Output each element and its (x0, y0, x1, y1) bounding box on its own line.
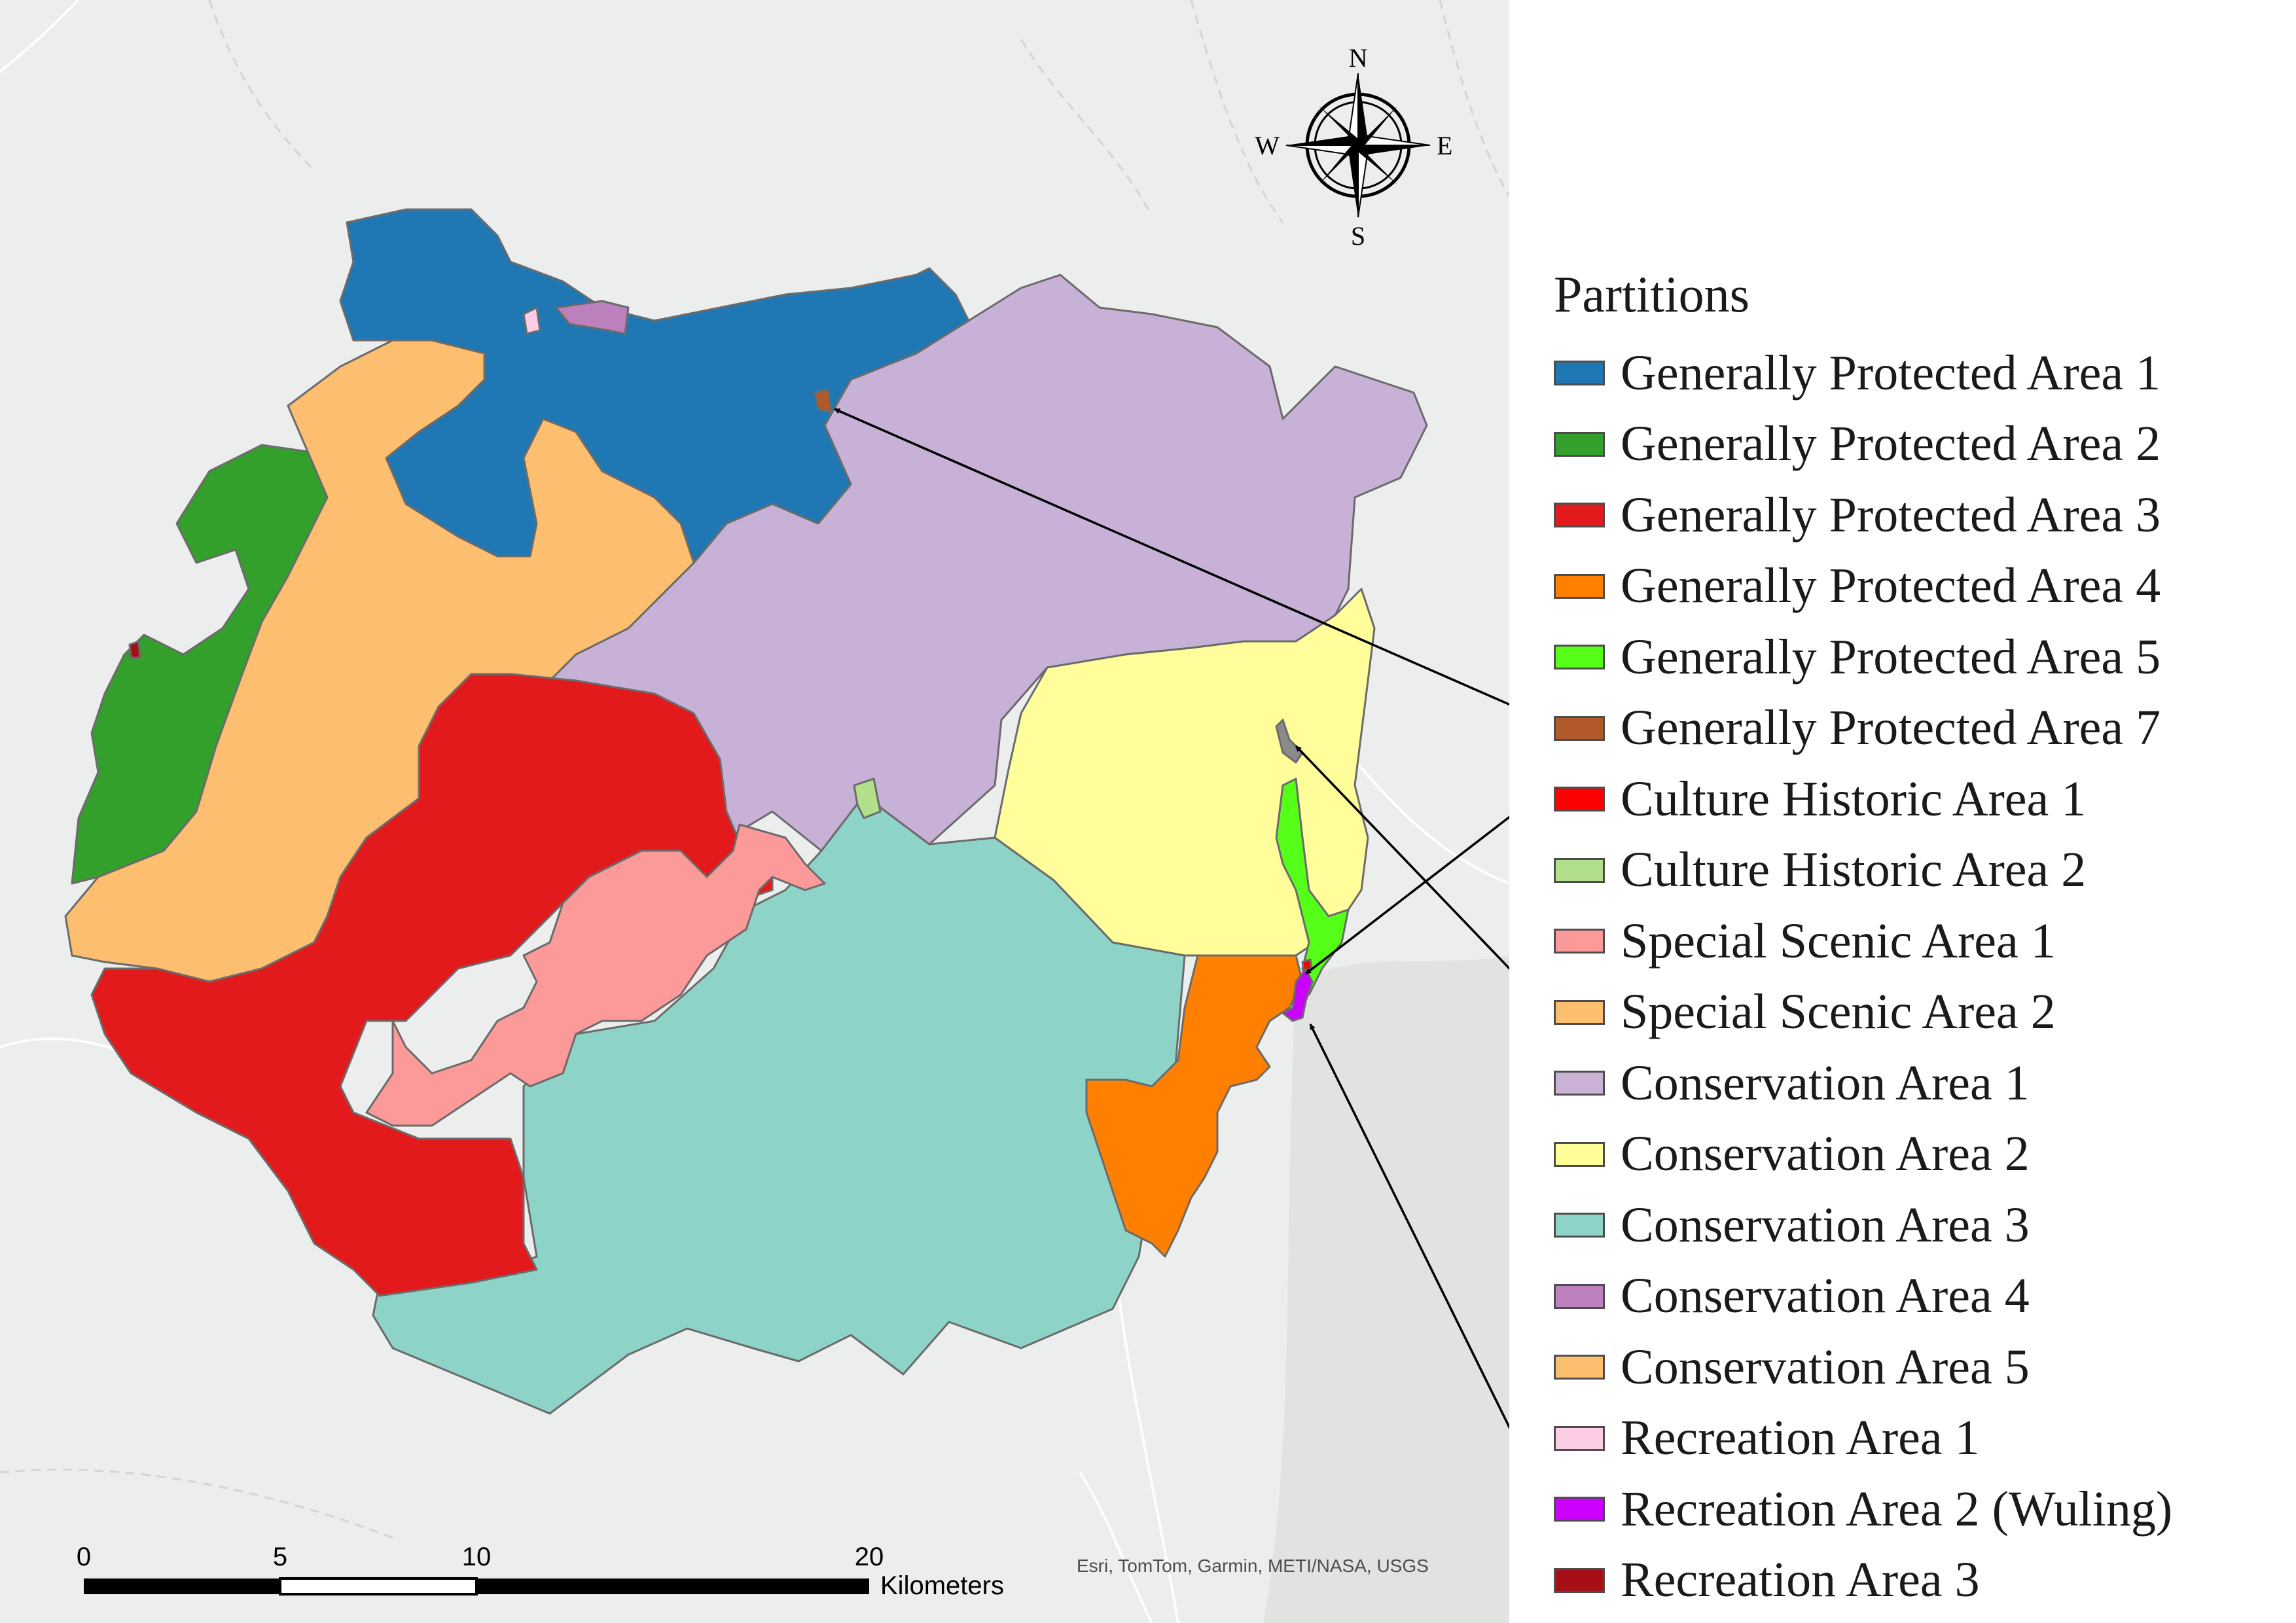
legend-swatch (1554, 573, 1605, 599)
zone-recreation-area-1 (522, 306, 541, 335)
scale-bar-seg-1 (84, 1578, 280, 1594)
legend-label: Recreation Area 3 (1621, 1552, 1980, 1607)
compass-s-label: S (1351, 221, 1365, 251)
map-canvas: N S E W 0 5 10 20 Kilometers Esri, TomTo… (0, 0, 1509, 1623)
arrow-special-scenic-area-2 (1295, 745, 1509, 971)
legend-swatch (1554, 1213, 1605, 1238)
legend-item: Generally Protected Area 4 (1554, 551, 2161, 622)
zone-generally-protected-area-3 (90, 673, 774, 1297)
scale-bar-seg-2 (279, 1577, 478, 1596)
scale-tick-20: 20 (855, 1543, 884, 1571)
legend-label: Generally Protected Area 7 (1621, 700, 2161, 755)
legend-item: Generally Protected Area 3 (1554, 480, 2161, 550)
legend-item: Conservation Area 3 (1554, 1190, 2030, 1260)
legend-swatch (1554, 1567, 1605, 1593)
compass-w-label: W (1255, 131, 1280, 160)
zone-conservation-area-2 (994, 588, 1376, 963)
legend-item: Conservation Area 4 (1554, 1261, 2030, 1332)
legend-item: Generally Protected Area 5 (1554, 622, 2161, 692)
legend-swatch (1554, 929, 1605, 954)
legend-label: Conservation Area 5 (1621, 1339, 2030, 1395)
legend-label: Generally Protected Area 3 (1621, 487, 2161, 543)
legend-swatch (1554, 1425, 1605, 1451)
legend-label: Generally Protected Area 5 (1621, 629, 2161, 685)
legend-swatch (1554, 361, 1605, 385)
map-panel: N S E W 0 5 10 20 Kilometers Esri, TomTo… (0, 0, 1509, 1623)
zone-generally-protected-area-7 (814, 388, 833, 414)
legend-label: Generally Protected Area 1 (1621, 345, 2161, 401)
attribution-text: Esri, TomTom, Garmin, METI/NASA, USGS (1077, 1556, 1429, 1576)
legend-swatch (1554, 1355, 1605, 1380)
legend-swatch (1554, 787, 1605, 812)
legend-swatch (1554, 1071, 1605, 1096)
scale-bar-seg-3 (476, 1578, 869, 1594)
legend-item: Culture Historic Area 2 (1554, 835, 2086, 906)
legend-label: Conservation Area 1 (1621, 1055, 2030, 1111)
legend-item: Conservation Area 2 (1554, 1119, 2030, 1190)
legend-item: Special Scenic Area 2 (1554, 977, 2056, 1048)
scale-tick-5: 5 (273, 1543, 287, 1571)
legend-panel: Partitions Generally Protected Area 1 Gen… (1509, 0, 2296, 1623)
legend-swatch (1554, 999, 1605, 1025)
legend-swatch (1554, 1497, 1605, 1522)
annotation-arrows (834, 408, 1509, 1430)
zone-conservation-area-4 (555, 300, 630, 335)
legend-label: Generally Protected Area 4 (1621, 558, 2161, 613)
compass-n-label: N (1349, 43, 1368, 73)
legend-title: Partitions (1554, 266, 1750, 323)
compass-e-label: E (1437, 131, 1452, 160)
legend-item: Conservation Area 1 (1554, 1048, 2030, 1118)
legend-item: Special Scenic Area 1 (1554, 906, 2056, 976)
scale-tick-0: 0 (77, 1543, 91, 1571)
zone-recreation-area-3 (128, 640, 141, 659)
legend-item: Generally Protected Area 7 (1554, 693, 2161, 764)
legend-label: Special Scenic Area 2 (1621, 984, 2056, 1039)
zones (64, 208, 1428, 1415)
basemap-hill-shading (1263, 955, 1509, 1623)
legend-label: Culture Historic Area 2 (1621, 842, 2087, 897)
legend-swatch (1554, 857, 1605, 883)
zone-culture-historic-area-2 (853, 777, 882, 819)
legend-label: Special Scenic Area 1 (1621, 913, 2056, 969)
legend-label: Conservation Area 2 (1621, 1126, 2030, 1181)
legend-swatch (1554, 431, 1605, 457)
zone-generally-protected-area-5 (1275, 777, 1350, 996)
legend-label: Culture Historic Area 1 (1621, 771, 2087, 827)
legend-item: Culture Historic Area 1 (1554, 764, 2086, 834)
legend-item: Conservation Area 5 (1554, 1332, 2030, 1402)
arrow-recreation-area-2 (1309, 1024, 1509, 1430)
legend-label: Conservation Area 3 (1621, 1197, 2030, 1253)
scale-bar: 0 5 10 20 Kilometers (77, 1543, 1004, 1600)
legend-label: Generally Protected Area 2 (1621, 416, 2161, 471)
basemap-boundaries (0, 0, 1509, 1539)
compass-rose: N S E W (1255, 43, 1452, 251)
zone-culture-historic-area-1 (1301, 958, 1313, 971)
legend-item: Recreation Area 1 (1554, 1403, 1980, 1474)
legend-item: Generally Protected Area 2 (1554, 409, 2161, 480)
arrow-generally-protected-area-7 (834, 408, 1509, 706)
legend-item: Generally Protected Area 1 (1554, 338, 2161, 408)
legend-label: Recreation Area 1 (1621, 1410, 1980, 1465)
scale-tick-10: 10 (462, 1543, 492, 1571)
legend-swatch (1554, 1283, 1605, 1309)
legend-swatch (1554, 715, 1605, 741)
scale-unit-label: Kilometers (880, 1571, 1004, 1600)
legend-item: Recreation Area 3 (1554, 1545, 1980, 1616)
legend-swatch (1554, 503, 1605, 527)
zone-special-scenic-area-1 (365, 823, 826, 1127)
legend-item: Recreation Area 2 (Wuling) (1554, 1474, 2172, 1544)
zone-generally-protected-area-2 (71, 444, 329, 885)
legend-swatch (1554, 1141, 1605, 1167)
legend-label: Recreation Area 2 (Wuling) (1621, 1481, 2173, 1537)
legend-swatch (1554, 645, 1605, 669)
legend-label: Conservation Area 4 (1621, 1268, 2030, 1323)
